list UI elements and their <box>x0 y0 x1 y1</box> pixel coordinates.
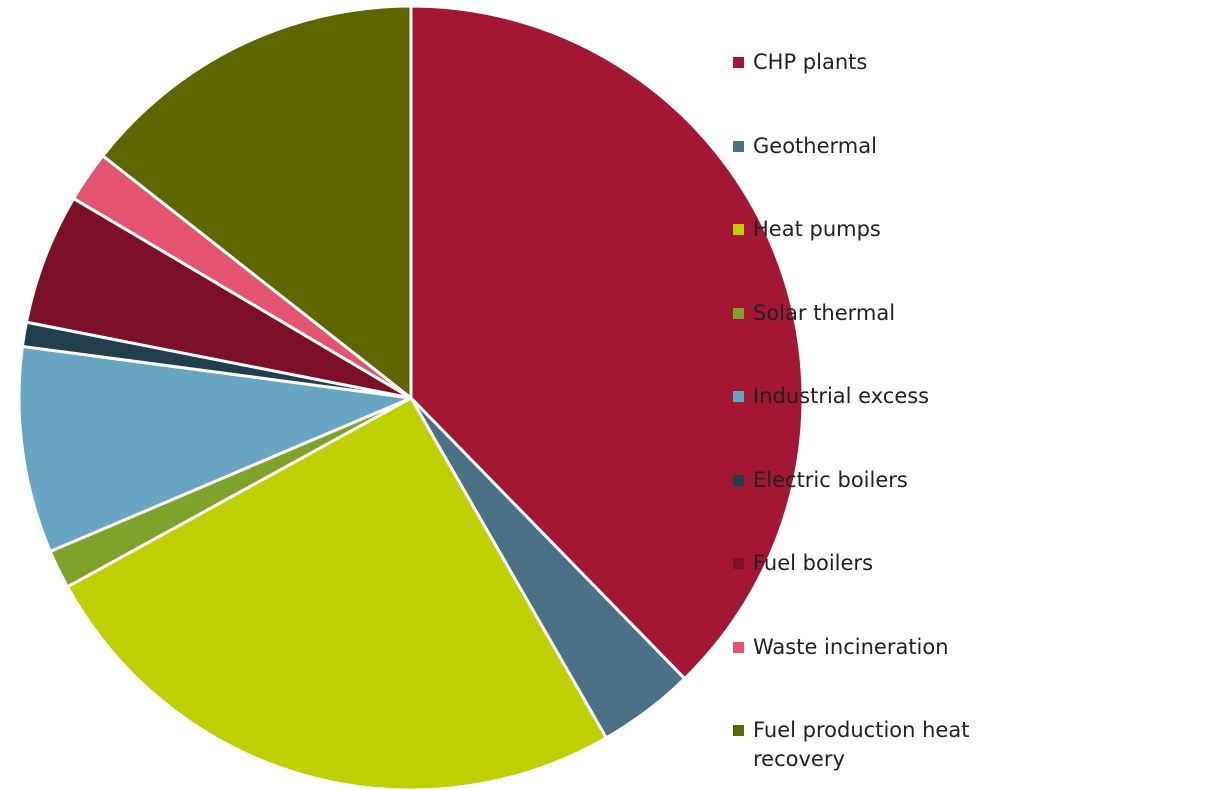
legend-swatch <box>733 725 744 736</box>
legend-swatch <box>733 307 744 319</box>
legend-swatch <box>733 641 744 653</box>
legend-item: Fuel boilers <box>733 549 993 578</box>
legend-item: Solar thermal <box>733 299 993 328</box>
legend-label: Geothermal <box>753 133 877 158</box>
pie-slice <box>24 196 413 400</box>
legend-item: Geothermal <box>733 132 993 161</box>
legend-item: CHP plants <box>733 48 993 77</box>
legend-label: Heat pumps <box>753 217 881 241</box>
legend-label: Fuel boilers <box>753 551 874 575</box>
pie-slice <box>65 396 608 790</box>
pie-slice <box>409 4 805 681</box>
legend-label: Waste incineration <box>753 634 949 659</box>
legend-swatch <box>733 57 744 68</box>
legend-label: Fuel production heat recovery <box>753 718 970 771</box>
legend-swatch <box>733 391 744 402</box>
legend-swatch <box>733 474 744 486</box>
pie-slice <box>17 344 413 553</box>
pie-area <box>17 4 805 790</box>
legend-label: CHP plants <box>753 50 868 74</box>
legend-swatch <box>733 140 744 152</box>
legend-label: Industrial excess <box>753 384 930 408</box>
legend-item: Heat pumps <box>733 215 993 244</box>
legend-item: Waste incineration <box>733 633 993 662</box>
legend-item: Industrial excess <box>733 382 993 411</box>
legend-swatch <box>733 558 744 569</box>
legend-item: Fuel production heat recovery <box>733 716 993 774</box>
legend-swatch <box>733 224 744 235</box>
pie-slice <box>101 4 413 400</box>
legend-label: Electric boilers <box>753 467 908 492</box>
legend-item: Electric boilers <box>733 466 993 495</box>
legend-label: Solar thermal <box>753 300 896 325</box>
